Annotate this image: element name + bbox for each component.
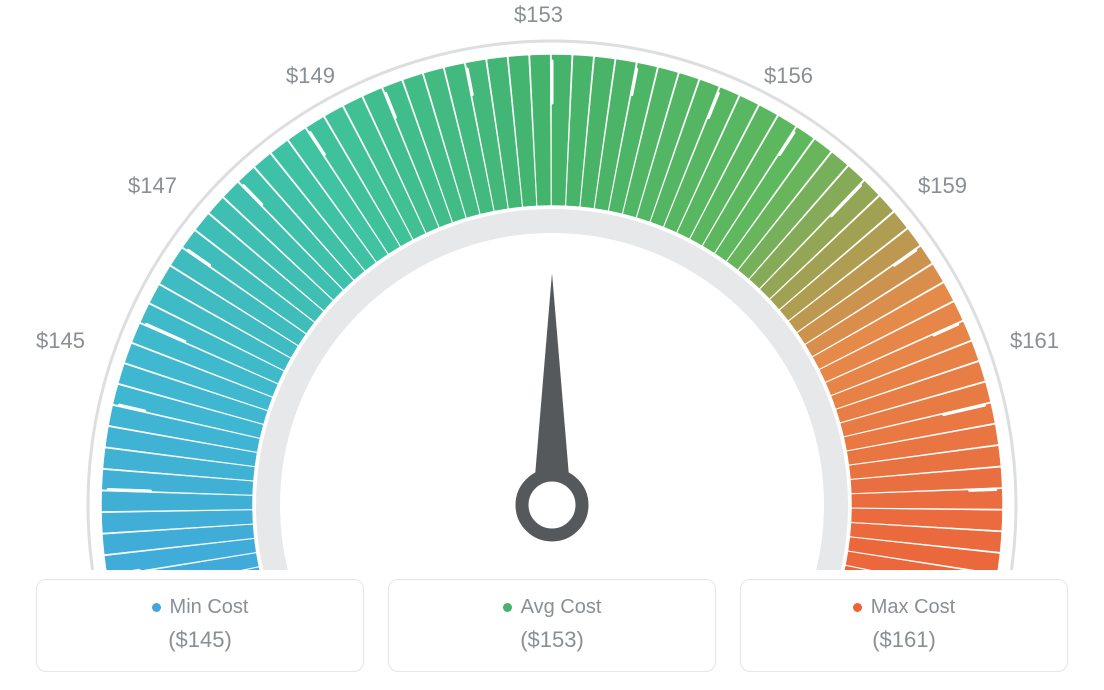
min-cost-label: Min Cost	[170, 596, 249, 619]
max-cost-label: Max Cost	[871, 596, 955, 619]
avg-cost-label: Avg Cost	[521, 596, 602, 619]
max-cost-value: ($161)	[751, 627, 1057, 653]
summary-cards: Min Cost ($145) Avg Cost ($153) Max Cost…	[36, 579, 1068, 672]
min-cost-card: Min Cost ($145)	[36, 579, 364, 672]
gauge-chart-container: $145 $147 $149 $153 $156 $159 $161 Min Cost ($…	[0, 0, 1104, 690]
max-dot-icon	[853, 603, 862, 612]
gauge-svg	[0, 0, 1104, 570]
tick-label: $147	[128, 173, 177, 199]
min-dot-icon	[152, 603, 161, 612]
tick-label: $149	[286, 63, 335, 89]
gauge-area: $145 $147 $149 $153 $156 $159 $161	[0, 0, 1104, 570]
max-cost-title: Max Cost	[853, 596, 955, 619]
max-cost-card: Max Cost ($161)	[740, 579, 1068, 672]
tick-label: $159	[918, 173, 967, 199]
tick-label: $161	[1010, 328, 1059, 354]
avg-cost-title: Avg Cost	[503, 596, 602, 619]
tick-label: $153	[514, 2, 563, 28]
tick-label: $145	[36, 328, 85, 354]
avg-cost-value: ($153)	[399, 627, 705, 653]
min-cost-value: ($145)	[47, 627, 353, 653]
min-cost-title: Min Cost	[152, 596, 249, 619]
avg-cost-card: Avg Cost ($153)	[388, 579, 716, 672]
avg-dot-icon	[503, 603, 512, 612]
tick-label: $156	[764, 63, 813, 89]
